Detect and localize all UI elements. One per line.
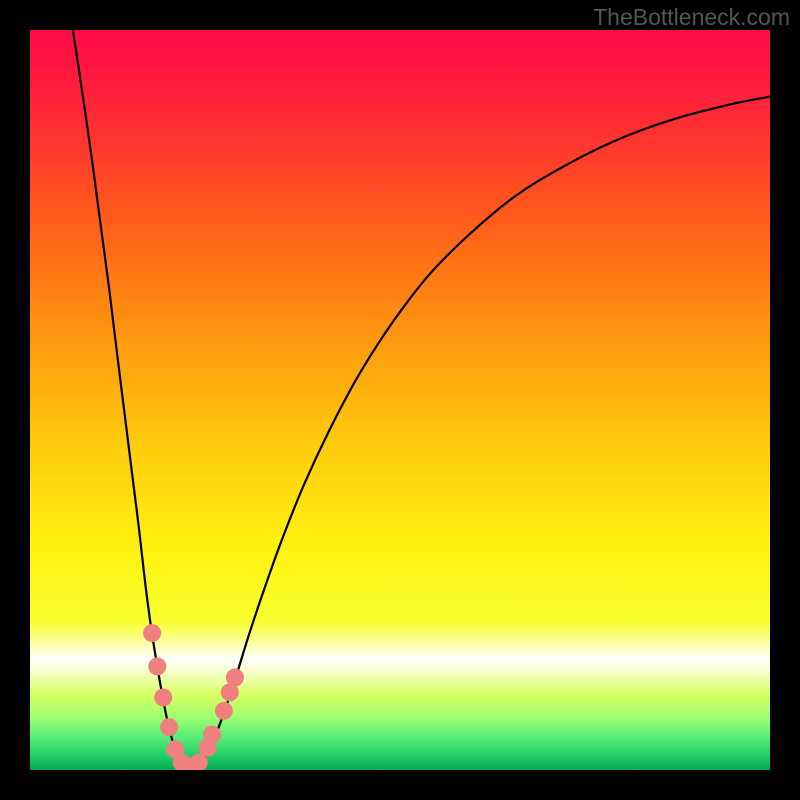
data-marker: [203, 725, 221, 743]
data-marker: [226, 669, 244, 687]
watermark-text: TheBottleneck.com: [593, 4, 790, 31]
curve-right-branch: [190, 97, 770, 770]
chart-container: TheBottleneck.com: [0, 0, 800, 800]
data-marker: [154, 688, 172, 706]
data-marker: [160, 718, 178, 736]
frame-border: [0, 0, 30, 800]
frame-border: [0, 770, 800, 800]
data-marker: [143, 624, 161, 642]
data-marker: [215, 702, 233, 720]
curves-overlay: [0, 0, 800, 800]
data-marker: [148, 657, 166, 675]
curve-left-branch: [73, 30, 190, 769]
frame-border: [770, 0, 800, 800]
